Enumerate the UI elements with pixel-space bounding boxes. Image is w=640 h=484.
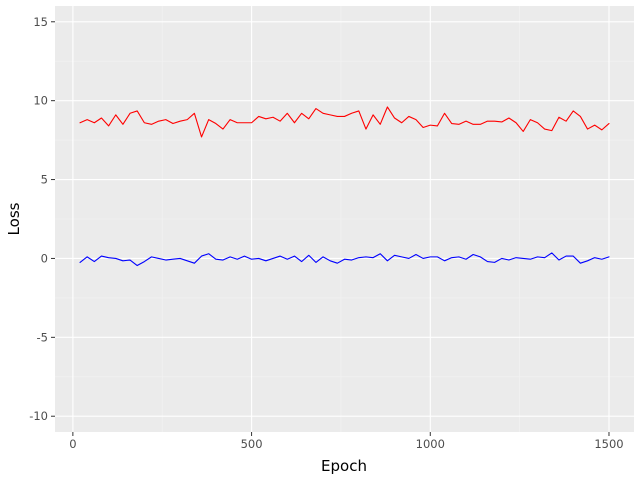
x-tick-label: 1500 <box>594 437 623 451</box>
y-tick-label: -5 <box>37 330 48 344</box>
minor-grid <box>55 6 634 432</box>
y-tick-label: 5 <box>41 173 48 187</box>
y-axis-title: Loss <box>5 202 23 235</box>
series-lines <box>79 106 610 267</box>
y-tick-label: 10 <box>33 94 48 108</box>
y-tick-label: -10 <box>29 409 48 423</box>
x-tick-label: 1000 <box>416 437 445 451</box>
x-tick-label: 500 <box>241 437 263 451</box>
x-axis-title: Epoch <box>321 457 367 475</box>
major-grid <box>55 6 634 432</box>
x-tick-label: 0 <box>69 437 76 451</box>
axes: 0 500 1000 1500 -10 -5 0 5 10 15 <box>29 15 623 451</box>
y-tick-label: 0 <box>41 251 48 265</box>
y-tick-label: 15 <box>33 15 48 29</box>
series-line-2 <box>79 252 610 267</box>
series-line-1 <box>79 106 610 138</box>
